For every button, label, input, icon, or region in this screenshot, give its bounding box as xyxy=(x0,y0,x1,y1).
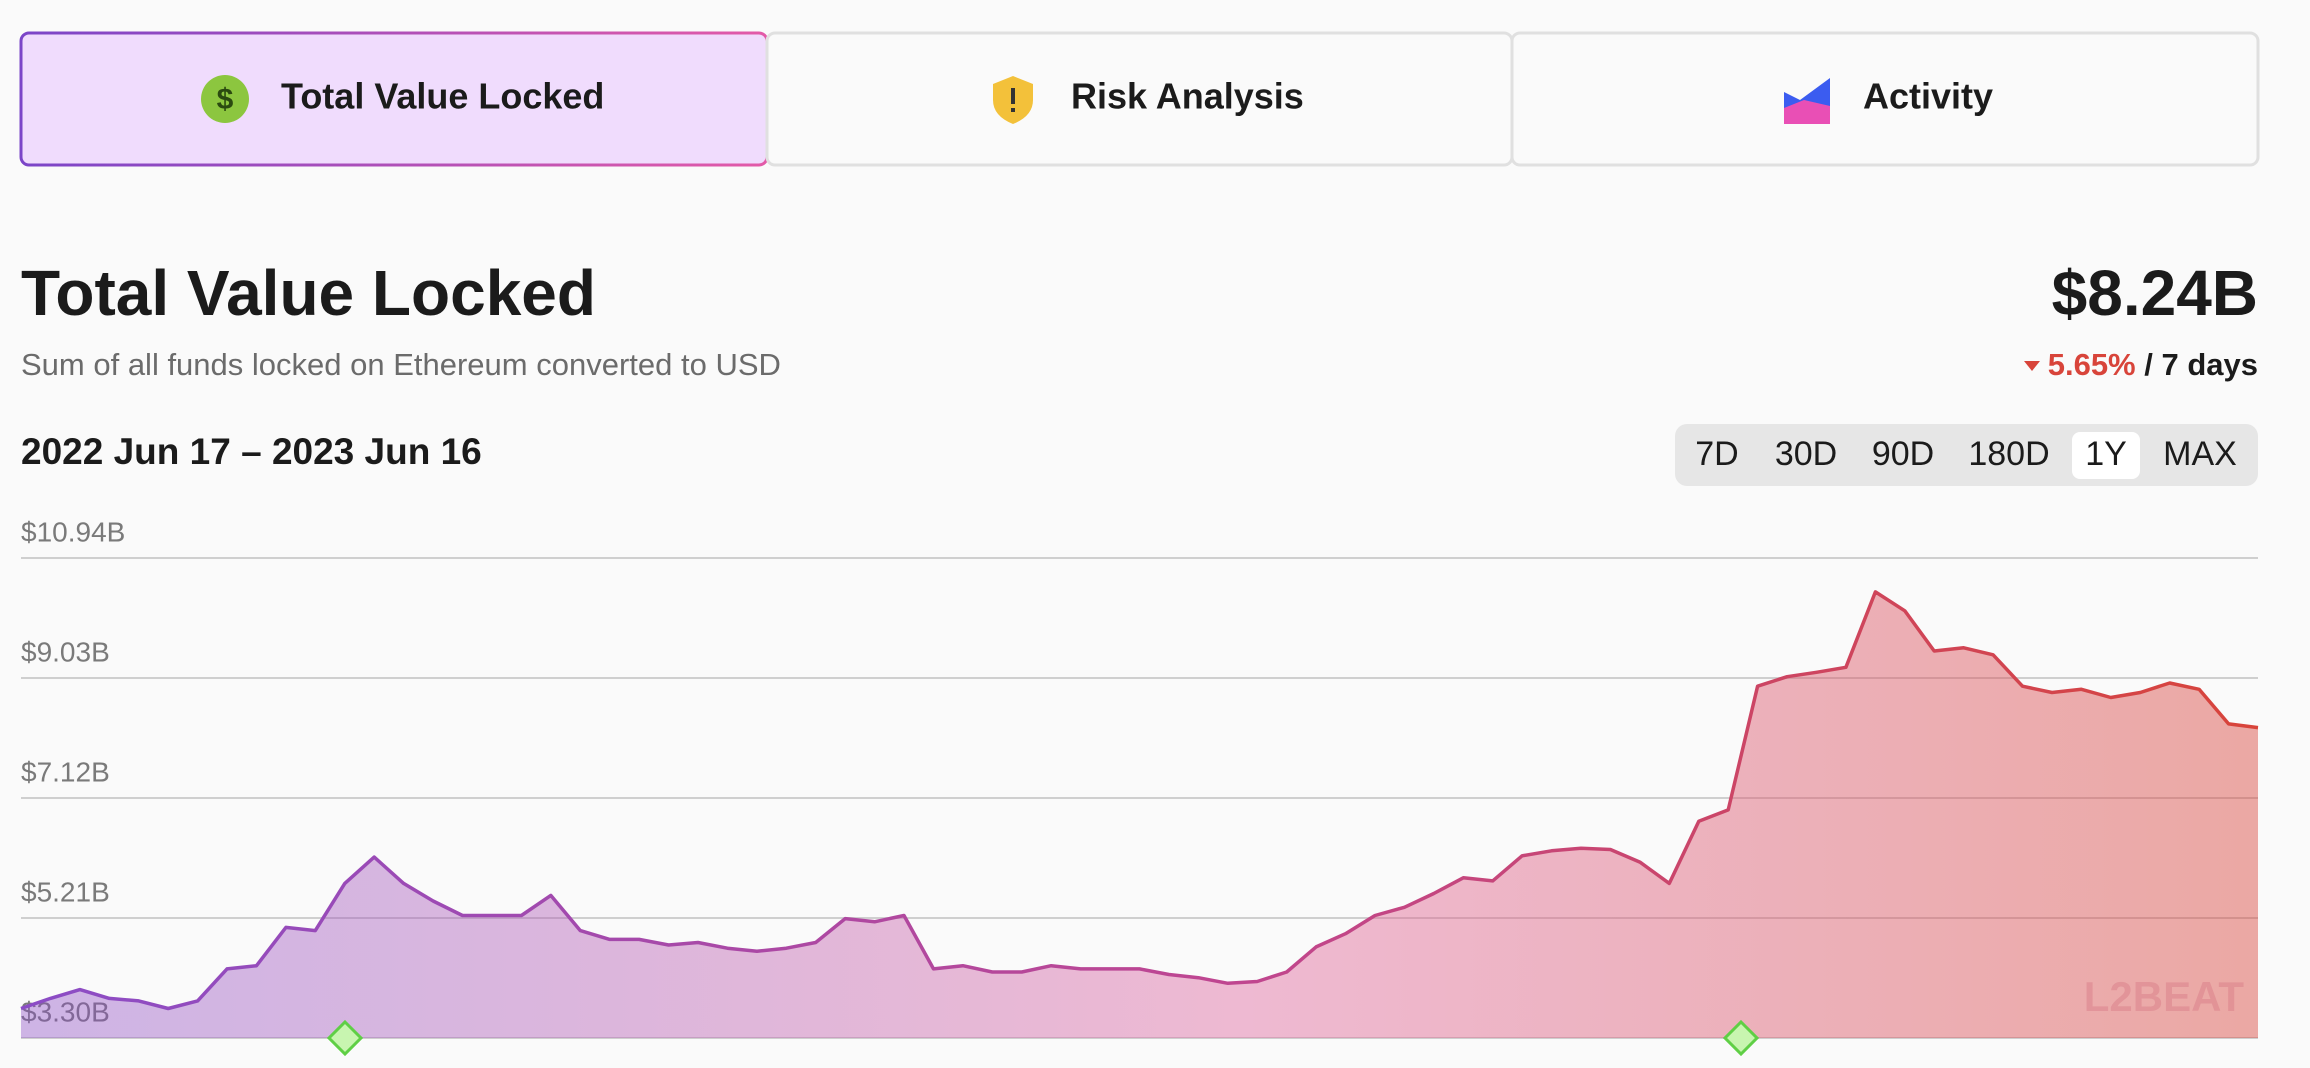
range-button[interactable]: 30D xyxy=(1775,435,1837,473)
range-button-active[interactable] xyxy=(2072,432,2140,479)
activity-icon-fill xyxy=(1784,100,1830,124)
chart-title: Total Value Locked xyxy=(21,257,596,329)
change-percent: 5.65% xyxy=(2048,347,2136,382)
tab-label: Risk Analysis xyxy=(1071,76,1304,117)
date-range: 2022 Jun 17 – 2023 Jun 16 xyxy=(21,431,482,472)
shield-dot xyxy=(1011,108,1015,112)
watermark: L2BEAT xyxy=(2084,973,2245,1020)
down-arrow xyxy=(2024,361,2040,371)
event-marker[interactable] xyxy=(1722,1019,1760,1057)
range-button[interactable]: 7D xyxy=(1695,435,1738,473)
range-button[interactable]: 90D xyxy=(1872,435,1934,473)
shield-mark xyxy=(1011,88,1015,104)
range-button[interactable]: 180D xyxy=(1968,435,2049,473)
event-marker[interactable] xyxy=(326,1019,364,1057)
y-tick-label: $5.21B xyxy=(21,876,110,907)
y-tick-label: $7.12B xyxy=(21,756,110,787)
tab-bar: Total Value Locked Risk Analysis Activity xyxy=(19,31,2260,167)
change-period: / 7 days xyxy=(2144,347,2258,382)
area-line xyxy=(20,590,2259,1011)
area-fill xyxy=(21,591,2258,1038)
range-button[interactable]: 1Y xyxy=(2085,435,2127,473)
tvl-value: $8.24B xyxy=(2052,257,2258,329)
tab-label: Total Value Locked xyxy=(281,76,604,117)
range-button[interactable]: MAX xyxy=(2163,435,2237,473)
tab-label: Activity xyxy=(1863,76,1993,117)
chart-subtitle: Sum of all funds locked on Ethereum conv… xyxy=(21,347,781,382)
dollar-icon xyxy=(201,75,249,123)
y-tick-label: $9.03B xyxy=(21,636,110,667)
tab[interactable] xyxy=(1510,31,2260,167)
chart: $3.30B$5.21B$7.12B$9.03B$10.94B xyxy=(20,516,2259,1039)
y-tick-label: $10.94B xyxy=(21,516,125,547)
tvl-change: 5.65% / 7 days xyxy=(2048,347,2258,382)
dollar-glyph: $ xyxy=(217,83,234,116)
